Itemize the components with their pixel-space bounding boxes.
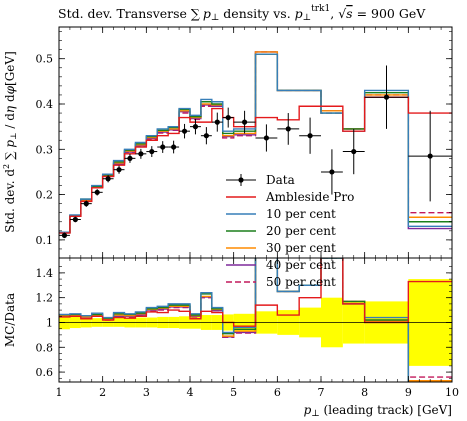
data-point-3 bbox=[94, 189, 100, 195]
data-point-0 bbox=[61, 232, 68, 238]
ratio-ytick-label-0.6: 0.6 bbox=[36, 366, 54, 379]
data-point-6 bbox=[127, 155, 133, 161]
data-point-17 bbox=[263, 135, 270, 141]
xtick-label-1: 1 bbox=[56, 386, 63, 399]
data-point-14 bbox=[214, 119, 220, 125]
data-point-19 bbox=[307, 133, 313, 139]
main-y-axis-label: Std. dev. d2 ∑ p⊥ / dη dφ[GeV] bbox=[2, 51, 18, 233]
chart-title: Std. dev. Transverse ∑ p⊥ density vs. p⊥t… bbox=[58, 4, 426, 23]
main-series-ambleside bbox=[59, 96, 452, 234]
legend-label-p10: 10 per cent bbox=[266, 207, 336, 221]
main-ytick-label-0.3: 0.3 bbox=[36, 143, 54, 156]
xtick-label-5: 5 bbox=[230, 386, 237, 399]
legend-key-data-marker bbox=[238, 177, 244, 183]
axis-ticks: 0.1 0.2 0.3 0.4 0.5 0.6 0.8 1 1.2 1.4 1 2 3 4 5 6 7 8 9 10 bbox=[36, 27, 459, 399]
data-point-15 bbox=[225, 114, 231, 121]
ratio-ytick-label-1: 1 bbox=[46, 316, 53, 329]
ratio-series-ambleside bbox=[59, 258, 452, 327]
xtick-label-8: 8 bbox=[361, 386, 368, 399]
legend-label-p40: 40 per cent bbox=[266, 258, 336, 272]
xtick-label-10: 10 bbox=[445, 386, 459, 399]
legend-label-p30: 30 per cent bbox=[266, 241, 336, 255]
xtick-label-7: 7 bbox=[318, 386, 325, 399]
xtick-label-6: 6 bbox=[274, 386, 281, 399]
data-point-22 bbox=[383, 94, 390, 100]
ratio-y-axis-label: MC/Data bbox=[3, 293, 17, 347]
data-point-20 bbox=[329, 169, 335, 175]
data-point-13 bbox=[203, 133, 209, 139]
data-point-23 bbox=[427, 153, 433, 159]
data-point-18 bbox=[285, 126, 291, 132]
legend: Data Ambleside Pro 10 per cent 20 per cent 3… bbox=[226, 173, 354, 289]
data-point-16 bbox=[241, 119, 248, 125]
data-point-10 bbox=[171, 144, 177, 150]
xtick-label-2: 2 bbox=[99, 386, 106, 399]
ratio-ytick-label-1.2: 1.2 bbox=[36, 292, 54, 305]
main-ytick-label-0.4: 0.4 bbox=[36, 98, 54, 111]
data-point-9 bbox=[160, 144, 166, 150]
ratio-ytick-label-0.8: 0.8 bbox=[36, 341, 54, 354]
legend-label-p50: 50 per cent bbox=[266, 275, 336, 289]
data-points bbox=[59, 65, 452, 239]
data-point-8 bbox=[149, 148, 155, 155]
main-ytick-label-0.1: 0.1 bbox=[36, 234, 54, 247]
xtick-label-4: 4 bbox=[187, 386, 194, 399]
data-point-2 bbox=[83, 201, 89, 207]
data-point-5 bbox=[116, 167, 122, 173]
legend-label-ambleside: Ambleside Pro bbox=[265, 190, 354, 204]
legend-label-data: Data bbox=[266, 173, 295, 187]
data-point-21 bbox=[351, 148, 357, 155]
ratio-ytick-label-1.4: 1.4 bbox=[36, 267, 54, 280]
xtick-label-9: 9 bbox=[405, 386, 412, 399]
data-point-1 bbox=[72, 216, 78, 223]
xtick-label-3: 3 bbox=[143, 386, 150, 399]
main-series-p10 bbox=[59, 53, 452, 233]
main-ytick-label-0.2: 0.2 bbox=[36, 189, 54, 202]
data-point-4 bbox=[105, 176, 111, 182]
x-axis-label: p⊥ (leading track) [GeV] bbox=[304, 403, 452, 419]
main-ytick-label-0.5: 0.5 bbox=[36, 53, 54, 66]
data-point-7 bbox=[138, 151, 144, 157]
data-point-11 bbox=[181, 128, 188, 134]
ratio-series bbox=[59, 258, 452, 382]
data-point-12 bbox=[192, 124, 199, 130]
main-series bbox=[59, 51, 452, 234]
legend-label-p20: 20 per cent bbox=[266, 224, 336, 238]
